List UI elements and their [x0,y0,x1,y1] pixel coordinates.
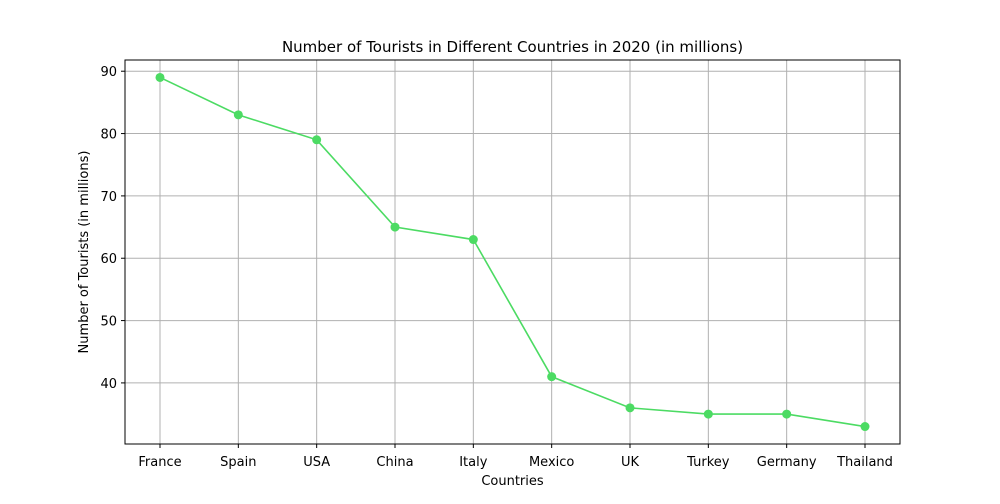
data-point [233,110,243,120]
data-point [860,422,870,432]
y-tick-label: 60 [100,252,117,267]
data-point [155,72,165,82]
x-axis-label: Countries [481,474,544,489]
x-tick-label: Turkey [686,455,730,470]
x-tick-label: Mexico [529,455,574,470]
x-tick-label: UK [621,455,640,470]
x-tick-label: France [138,455,181,470]
data-point [547,372,557,382]
data-point [312,135,322,145]
x-axis-ticks: France Spain USA China Italy Mexico UK Turkey Ge… [138,444,893,470]
grid [125,60,900,444]
data-point [703,409,713,419]
x-tick-label: China [376,455,413,470]
data-point [625,403,635,413]
plot-frame [124,59,901,445]
y-tick-label: 70 [100,190,117,205]
data-series [155,72,870,432]
y-tick-label: 90 [100,65,117,80]
x-tick-label: Italy [459,455,488,470]
y-tick-label: 40 [100,377,117,392]
y-tick-label: 80 [100,128,117,143]
x-tick-label: Spain [220,455,256,470]
data-point [390,222,400,232]
y-axis-ticks: 40 50 60 70 80 90 [100,65,125,392]
series-line [159,76,866,428]
data-point [782,409,792,419]
data-point [468,235,478,245]
x-tick-label: Germany [757,455,817,470]
y-axis-label: Number of Tourists (in millions) [77,151,92,354]
y-tick-label: 50 [100,315,117,330]
x-tick-label: Thailand [836,455,893,470]
chart-title: Number of Tourists in Different Countrie… [282,38,743,56]
x-tick-label: USA [303,455,330,470]
